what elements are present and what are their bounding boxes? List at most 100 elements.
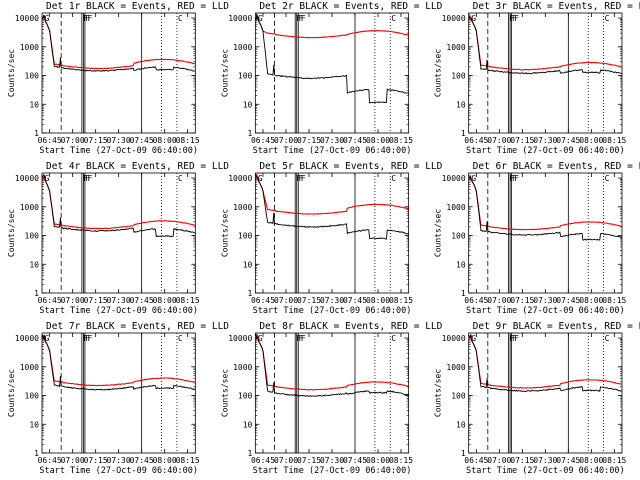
x-tick-label: 07:45 xyxy=(556,136,580,145)
lld-series-line xyxy=(255,14,409,39)
x-tick-label: 07:15 xyxy=(510,296,534,305)
events-series-line xyxy=(468,175,622,241)
y-tick-label: 1000 xyxy=(20,363,39,372)
events-series-line xyxy=(468,334,622,392)
flag-label: C xyxy=(178,174,183,183)
y-tick-label: 1000 xyxy=(20,203,39,212)
x-tick-label: 08:15 xyxy=(602,456,626,465)
y-tick-label: 10 xyxy=(243,100,253,109)
y-tick-label: 1 xyxy=(34,289,39,298)
x-tick-label: 06:45 xyxy=(38,456,62,465)
flag-label: G xyxy=(258,14,263,23)
flag-label: G xyxy=(471,334,476,343)
y-tick-label: 10 xyxy=(243,420,253,429)
x-tick-label: 08:15 xyxy=(389,296,413,305)
detector-panel: Det 5r BLACK = Events, RED = LLD 1 10 100 10… xyxy=(220,161,442,316)
x-tick-label: 07:30 xyxy=(533,136,557,145)
y-tick-label: 100 xyxy=(451,232,466,241)
flag-label: F xyxy=(514,334,519,343)
detector-panel: Det 2r BLACK = Events, RED = LLD 1 10 100 10… xyxy=(220,1,442,156)
x-tick-label: 07:00 xyxy=(61,296,85,305)
x-tick-label: 07:45 xyxy=(130,456,154,465)
lld-series-line xyxy=(42,334,196,387)
detector-panel: Det 3r BLACK = Events, RED = LLD 1 10 100 10… xyxy=(434,1,640,156)
y-axis-label: Counts/sec xyxy=(220,209,229,257)
x-axis-label: Start Time (27-Oct-09 06:40:00) xyxy=(253,466,412,476)
y-tick-label: 1 xyxy=(248,289,253,298)
x-tick-label: 07:45 xyxy=(130,296,154,305)
y-tick-label: 100 xyxy=(451,72,466,81)
flag-label: F xyxy=(298,14,303,23)
flag-label: C xyxy=(391,174,396,183)
x-tick-label: 07:15 xyxy=(297,136,321,145)
x-tick-label: 08:15 xyxy=(176,456,200,465)
y-tick-label: 1 xyxy=(461,449,466,458)
x-tick-label: 07:15 xyxy=(84,296,108,305)
x-axis-label: Start Time (27-Oct-09 06:40:00) xyxy=(39,466,198,476)
x-tick-label: 08:00 xyxy=(153,456,177,465)
x-axis-label: Start Time (27-Oct-09 06:40:00) xyxy=(253,146,412,156)
x-tick-label: 07:00 xyxy=(61,456,85,465)
x-tick-label: 07:15 xyxy=(84,136,108,145)
x-tick-label: 08:00 xyxy=(366,296,390,305)
panel-title: Det 3r BLACK = Events, RED = LLD xyxy=(473,1,640,12)
x-tick-label: 08:00 xyxy=(366,456,390,465)
x-tick-label: 06:45 xyxy=(251,136,275,145)
detector-panel: Det 8r BLACK = Events, RED = LLD 1 10 100 10… xyxy=(220,321,442,476)
y-axis-label: Counts/sec xyxy=(7,369,16,417)
y-tick-label: 100 xyxy=(451,392,466,401)
flag-label: F xyxy=(85,14,90,23)
y-tick-label: 1 xyxy=(34,449,39,458)
y-tick-label: 10 xyxy=(456,420,466,429)
flag-label: F xyxy=(83,334,88,343)
x-tick-label: 08:15 xyxy=(602,136,626,145)
x-tick-label: 08:15 xyxy=(176,136,200,145)
flag-label: F xyxy=(301,334,306,343)
x-tick-label: 07:30 xyxy=(107,296,131,305)
y-axis-label: Counts/sec xyxy=(220,369,229,417)
plot-frame xyxy=(41,172,196,294)
flag-label: F xyxy=(512,334,517,343)
x-tick-label: 08:15 xyxy=(389,456,413,465)
flag-label: G xyxy=(258,174,263,183)
events-series-line xyxy=(42,174,196,238)
panel-title: Det 7r BLACK = Events, RED = LLD xyxy=(46,321,229,332)
x-tick-label: 07:00 xyxy=(487,296,511,305)
panel-title: Det 8r BLACK = Events, RED = LLD xyxy=(259,321,442,332)
panel-title: Det 9r BLACK = Events, RED = LLD xyxy=(473,321,640,332)
y-tick-label: 10000 xyxy=(15,334,39,343)
x-axis-label: Start Time (27-Oct-09 06:40:00) xyxy=(39,306,198,316)
flag-label: G xyxy=(471,14,476,23)
y-tick-label: 10 xyxy=(29,260,39,269)
x-tick-label: 07:30 xyxy=(533,456,557,465)
lld-series-line xyxy=(255,333,409,391)
y-tick-label: 1000 xyxy=(233,203,252,212)
flag-label: F xyxy=(301,174,306,183)
y-tick-label: 1 xyxy=(461,289,466,298)
flag-label: F xyxy=(510,14,515,23)
flag-label: F xyxy=(83,174,88,183)
y-tick-label: 10 xyxy=(29,420,39,429)
x-tick-label: 07:00 xyxy=(274,136,298,145)
x-tick-label: 07:00 xyxy=(274,296,298,305)
flag-label: C xyxy=(605,174,610,183)
flag-label: F xyxy=(301,14,306,23)
flag-label: F xyxy=(87,334,92,343)
events-series-line xyxy=(255,333,409,397)
y-tick-label: 1 xyxy=(248,449,253,458)
y-tick-label: 1000 xyxy=(446,203,465,212)
detector-panel: Det 4r BLACK = Events, RED = LLD 1 10 100 10… xyxy=(7,161,229,316)
y-tick-label: 100 xyxy=(238,392,253,401)
x-tick-label: 08:15 xyxy=(389,136,413,145)
flag-label: F xyxy=(512,174,517,183)
flag-label: C xyxy=(605,334,610,343)
flag-label: C xyxy=(178,334,183,343)
y-tick-label: 10000 xyxy=(228,334,252,343)
panel-title: Det 2r BLACK = Events, RED = LLD xyxy=(259,1,442,12)
y-tick-label: 100 xyxy=(238,72,253,81)
x-tick-label: 08:00 xyxy=(579,296,603,305)
flag-label: F xyxy=(510,334,515,343)
flag-label: G xyxy=(45,14,50,23)
events-series-line xyxy=(255,13,409,104)
events-series-line xyxy=(42,14,196,72)
